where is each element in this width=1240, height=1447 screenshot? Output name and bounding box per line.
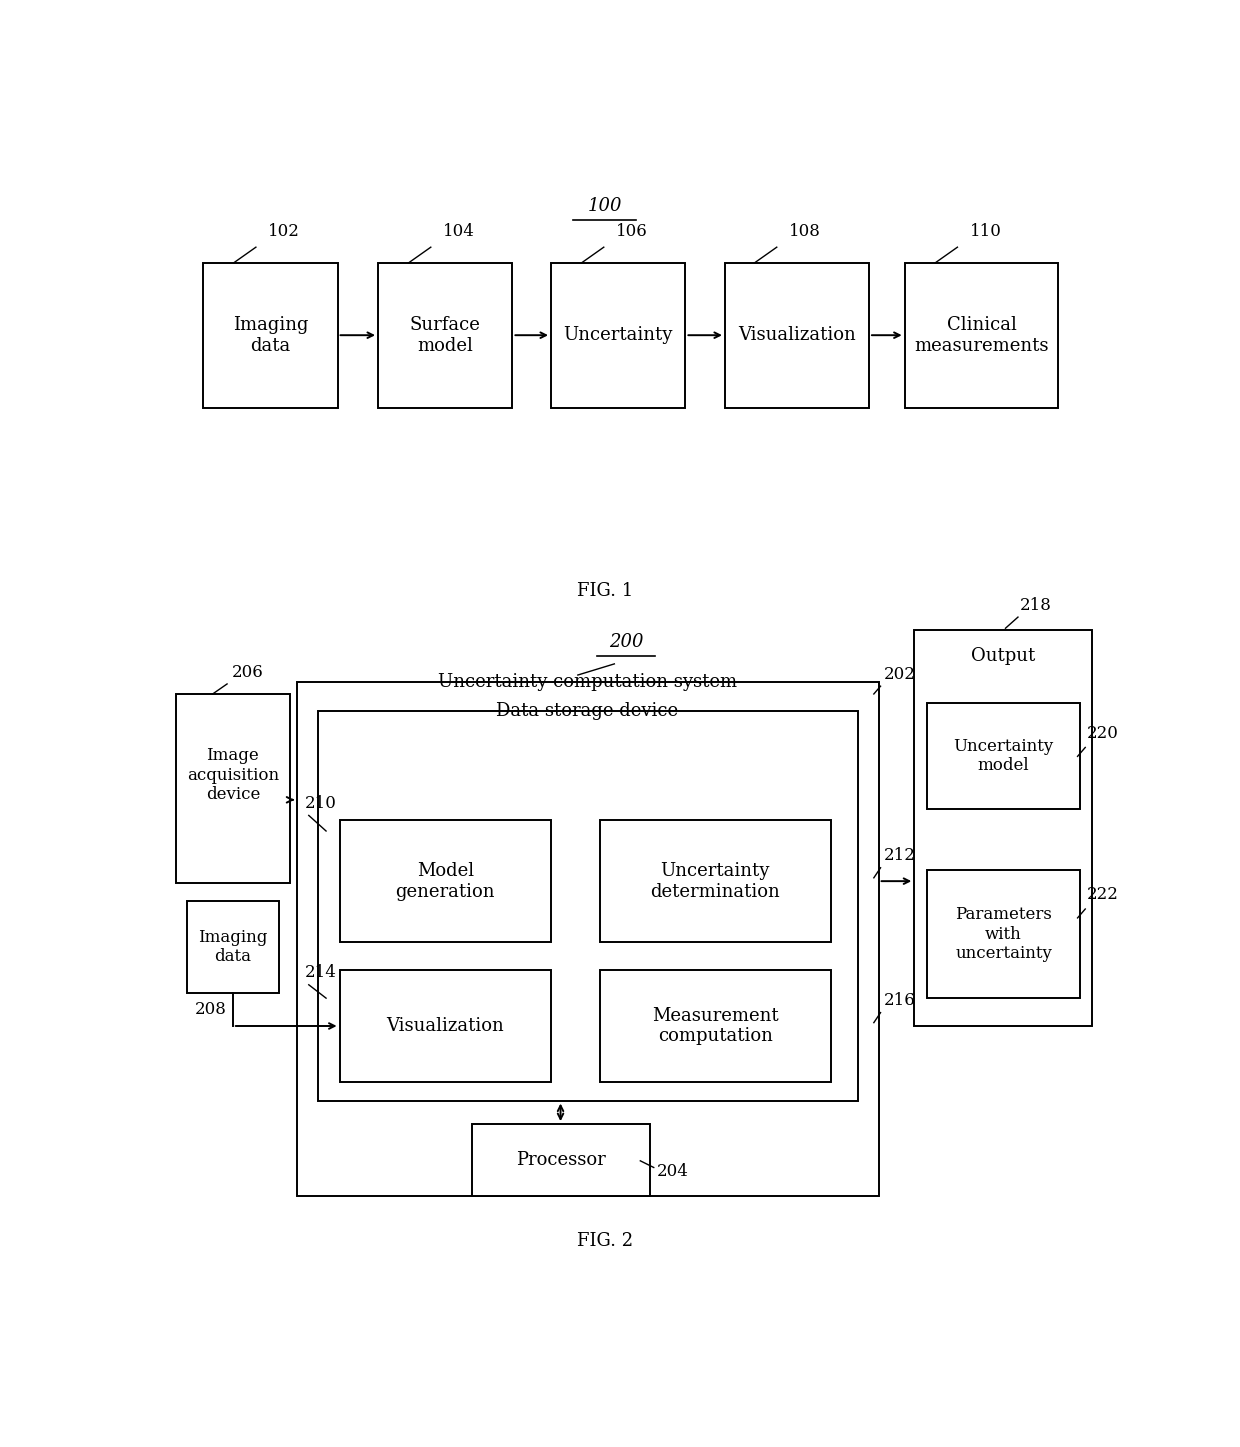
Text: Uncertainty
determination: Uncertainty determination (651, 862, 780, 900)
Text: 206: 206 (232, 664, 264, 680)
Text: Imaging
data: Imaging data (198, 929, 268, 965)
Text: Surface
model: Surface model (409, 315, 481, 355)
Text: 106: 106 (616, 223, 649, 240)
Text: 214: 214 (305, 965, 337, 981)
Text: Output: Output (971, 647, 1035, 666)
Text: 212: 212 (883, 848, 915, 864)
FancyBboxPatch shape (319, 710, 858, 1101)
FancyBboxPatch shape (926, 870, 1080, 998)
Text: 210: 210 (305, 794, 337, 812)
Text: 220: 220 (1087, 725, 1118, 742)
Text: Uncertainty: Uncertainty (563, 326, 673, 344)
Text: Imaging
data: Imaging data (233, 315, 308, 355)
Text: FIG. 1: FIG. 1 (577, 583, 632, 601)
FancyBboxPatch shape (600, 971, 831, 1082)
Text: 204: 204 (657, 1163, 688, 1181)
FancyBboxPatch shape (551, 263, 686, 408)
Text: 218: 218 (1019, 596, 1052, 614)
FancyBboxPatch shape (340, 820, 551, 942)
Text: Data storage device: Data storage device (496, 702, 678, 719)
Text: 200: 200 (609, 632, 644, 651)
FancyBboxPatch shape (340, 971, 551, 1082)
Text: Visualization: Visualization (738, 326, 856, 344)
Text: Parameters
with
uncertainty: Parameters with uncertainty (955, 906, 1052, 962)
Text: 216: 216 (883, 993, 915, 1010)
Text: Measurement
computation: Measurement computation (652, 1007, 779, 1045)
Text: 208: 208 (195, 1001, 227, 1019)
Text: 100: 100 (588, 197, 622, 214)
Text: Clinical
measurements: Clinical measurements (914, 315, 1049, 355)
FancyBboxPatch shape (926, 703, 1080, 809)
Text: 102: 102 (268, 223, 300, 240)
Text: Uncertainty
model: Uncertainty model (954, 738, 1054, 774)
FancyBboxPatch shape (298, 682, 879, 1197)
Text: 104: 104 (444, 223, 475, 240)
Text: 108: 108 (789, 223, 821, 240)
Text: Uncertainty computation system: Uncertainty computation system (438, 673, 737, 690)
Text: Visualization: Visualization (387, 1017, 505, 1035)
FancyBboxPatch shape (176, 695, 289, 883)
FancyBboxPatch shape (378, 263, 512, 408)
Text: 110: 110 (970, 223, 1002, 240)
FancyBboxPatch shape (600, 820, 831, 942)
Text: FIG. 2: FIG. 2 (577, 1231, 632, 1250)
FancyBboxPatch shape (905, 263, 1059, 408)
FancyBboxPatch shape (725, 263, 869, 408)
Text: Model
generation: Model generation (396, 862, 495, 900)
FancyBboxPatch shape (203, 263, 337, 408)
Text: Processor: Processor (516, 1152, 606, 1169)
FancyBboxPatch shape (914, 631, 1092, 1026)
Text: 222: 222 (1087, 887, 1118, 903)
Text: 202: 202 (883, 666, 915, 683)
Text: Image
acquisition
device: Image acquisition device (187, 747, 279, 803)
FancyBboxPatch shape (472, 1124, 650, 1197)
FancyBboxPatch shape (187, 901, 279, 993)
